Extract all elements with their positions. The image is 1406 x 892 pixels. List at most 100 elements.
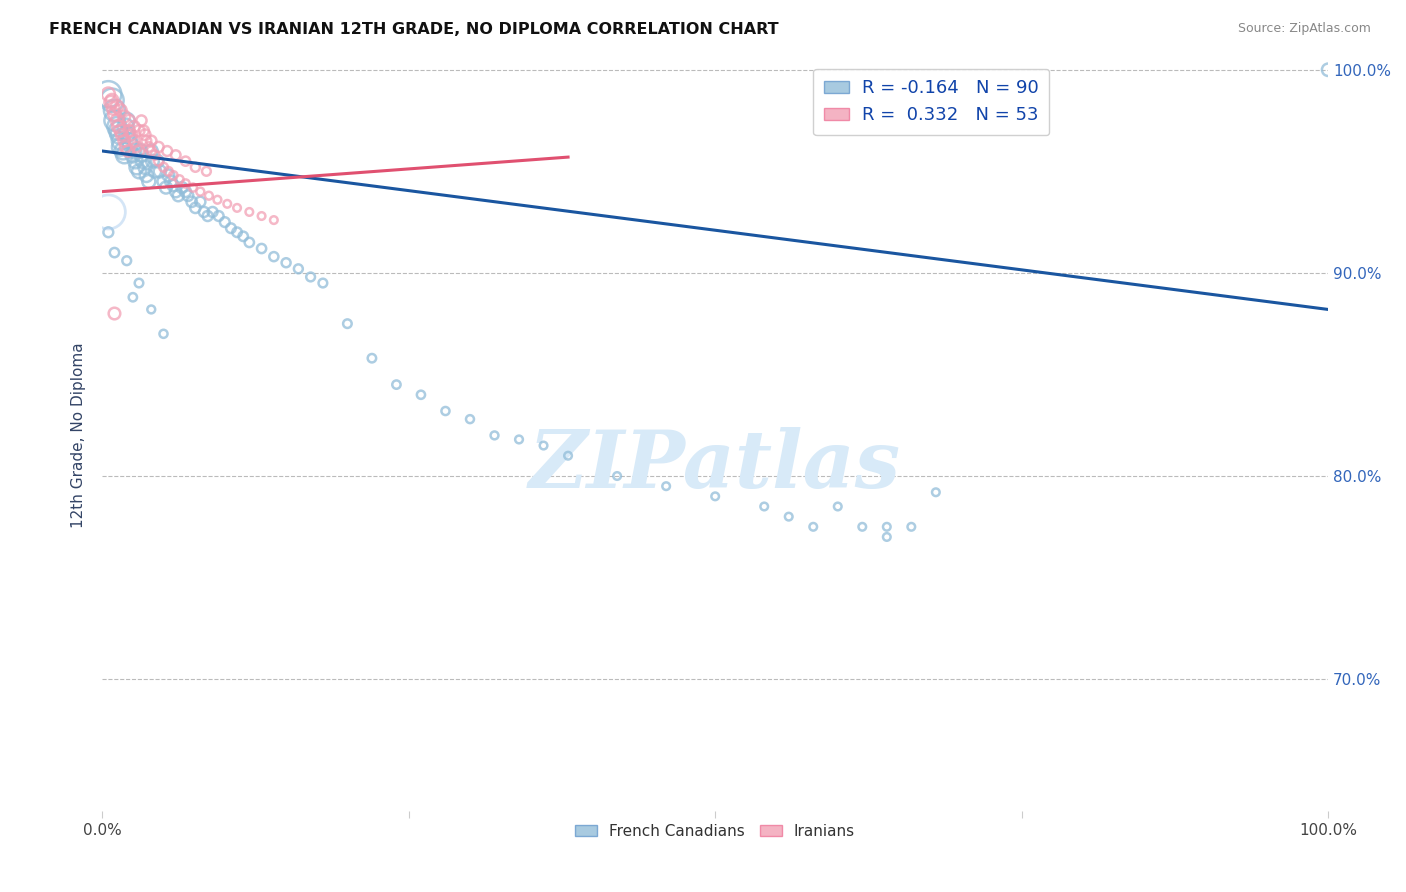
- Point: [188, 185, 211, 199]
- Point: [132, 124, 155, 138]
- Point: [97, 87, 120, 102]
- Point: [201, 205, 224, 219]
- Point: [134, 128, 156, 142]
- Point: [184, 161, 207, 175]
- Point: [606, 469, 628, 483]
- Point: [155, 180, 177, 194]
- Point: [141, 302, 163, 317]
- Point: [101, 93, 124, 107]
- Point: [128, 144, 150, 158]
- Point: [157, 169, 180, 183]
- Point: [778, 509, 800, 524]
- Point: [108, 128, 131, 142]
- Point: [533, 438, 555, 452]
- Point: [146, 154, 169, 169]
- Point: [198, 188, 221, 202]
- Point: [103, 101, 125, 115]
- Text: ZIPatlas: ZIPatlas: [529, 426, 901, 504]
- Point: [152, 326, 174, 341]
- Point: [180, 194, 202, 209]
- Point: [274, 256, 297, 270]
- Point: [141, 154, 163, 169]
- Point: [128, 164, 150, 178]
- Point: [97, 205, 120, 219]
- Point: [219, 221, 242, 235]
- Point: [105, 113, 128, 128]
- Point: [110, 134, 132, 148]
- Point: [97, 87, 120, 102]
- Point: [925, 485, 948, 500]
- Point: [157, 164, 180, 178]
- Point: [110, 124, 132, 138]
- Point: [226, 225, 249, 239]
- Point: [165, 148, 187, 162]
- Point: [214, 215, 236, 229]
- Point: [131, 148, 153, 162]
- Point: [138, 174, 160, 188]
- Point: [143, 164, 166, 178]
- Point: [122, 144, 145, 158]
- Point: [217, 197, 239, 211]
- Point: [131, 154, 153, 169]
- Point: [115, 253, 138, 268]
- Text: FRENCH CANADIAN VS IRANIAN 12TH GRADE, NO DIPLOMA CORRELATION CHART: FRENCH CANADIAN VS IRANIAN 12TH GRADE, N…: [49, 22, 779, 37]
- Text: Source: ZipAtlas.com: Source: ZipAtlas.com: [1237, 22, 1371, 36]
- Point: [287, 261, 309, 276]
- Point: [754, 500, 776, 514]
- Point: [165, 185, 187, 199]
- Point: [141, 134, 163, 148]
- Point: [112, 148, 135, 162]
- Point: [103, 245, 125, 260]
- Point: [195, 164, 218, 178]
- Point: [263, 213, 285, 227]
- Point: [160, 174, 183, 188]
- Point: [174, 154, 197, 169]
- Point: [121, 128, 143, 142]
- Point: [110, 103, 132, 118]
- Point: [184, 201, 207, 215]
- Point: [112, 110, 135, 124]
- Point: [101, 93, 124, 107]
- Point: [162, 169, 184, 183]
- Point: [141, 144, 163, 158]
- Point: [117, 144, 139, 158]
- Point: [128, 276, 150, 290]
- Point: [105, 120, 128, 134]
- Point: [110, 140, 132, 154]
- Point: [122, 120, 145, 134]
- Point: [851, 520, 873, 534]
- Point: [105, 99, 128, 113]
- Point: [238, 205, 260, 219]
- Point: [361, 351, 384, 366]
- Point: [103, 107, 125, 121]
- Point: [299, 269, 322, 284]
- Point: [115, 113, 138, 128]
- Point: [149, 164, 172, 178]
- Point: [118, 113, 141, 128]
- Point: [103, 103, 125, 118]
- Point: [103, 306, 125, 320]
- Point: [434, 404, 457, 418]
- Point: [484, 428, 506, 442]
- Point: [174, 185, 197, 199]
- Point: [100, 95, 122, 110]
- Y-axis label: 12th Grade, No Diploma: 12th Grade, No Diploma: [72, 343, 86, 528]
- Point: [131, 113, 153, 128]
- Point: [336, 317, 359, 331]
- Point: [118, 134, 141, 148]
- Point: [263, 250, 285, 264]
- Point: [125, 140, 148, 154]
- Point: [114, 120, 136, 134]
- Point: [128, 124, 150, 138]
- Point: [112, 144, 135, 158]
- Point: [107, 124, 129, 138]
- Point: [232, 229, 254, 244]
- Point: [152, 174, 174, 188]
- Point: [181, 180, 204, 194]
- Point: [208, 209, 231, 223]
- Point: [115, 128, 138, 142]
- Legend: French Canadians, Iranians: French Canadians, Iranians: [569, 818, 860, 845]
- Point: [557, 449, 579, 463]
- Point: [900, 520, 922, 534]
- Point: [111, 128, 134, 142]
